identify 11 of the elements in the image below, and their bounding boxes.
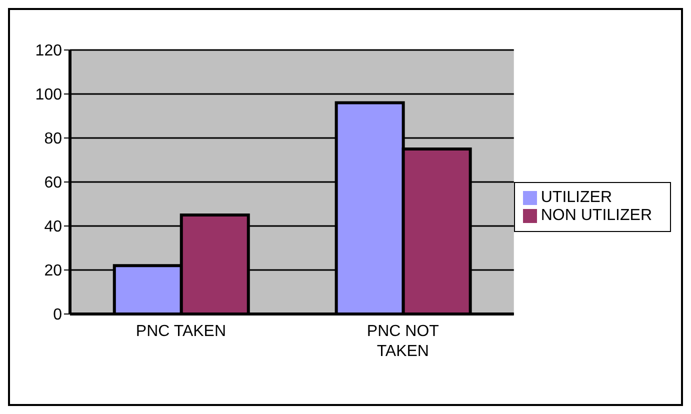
- y-tick-label: 100: [35, 86, 62, 104]
- y-tick-label: 40: [44, 218, 62, 236]
- legend-label: UTILIZER: [540, 189, 612, 206]
- x-tick-label: PNC TAKEN: [136, 323, 226, 340]
- x-tick-label: PNC NOT TAKEN: [366, 323, 440, 360]
- y-tick-label: 60: [44, 174, 62, 192]
- y-tick-label: 0: [53, 306, 62, 324]
- y-tick-label: 120: [35, 42, 62, 60]
- legend-label: NON UTILIZER: [540, 207, 652, 224]
- y-tick-label: 20: [44, 262, 62, 280]
- y-tick-label: 80: [44, 130, 62, 148]
